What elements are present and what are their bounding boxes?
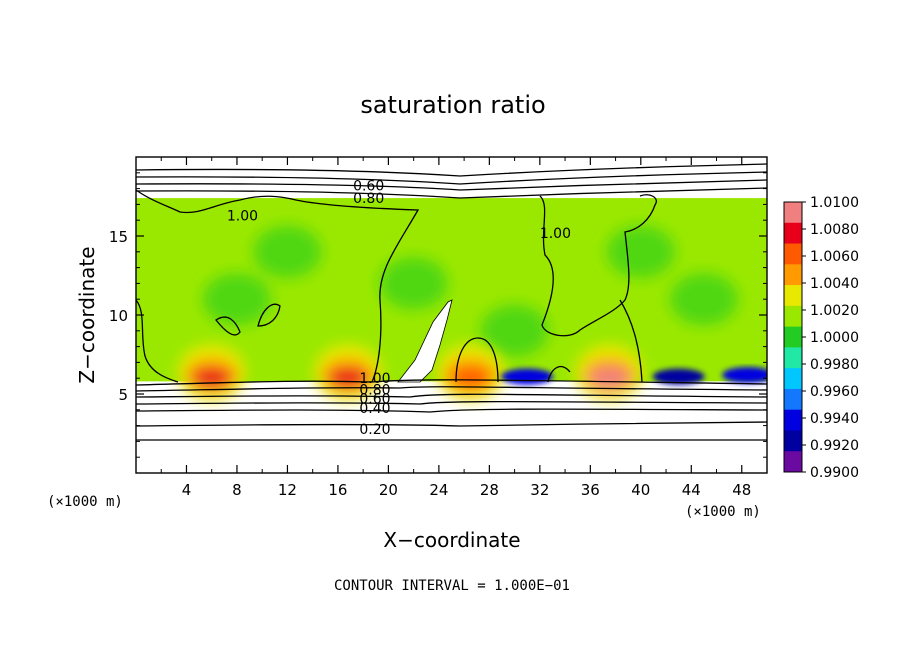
- x-axis-label: X−coordinate: [383, 528, 520, 552]
- contour-label-3: 1.00: [540, 226, 571, 242]
- y-axis-label: Z−coordinate: [75, 246, 99, 383]
- x-tick-label-1: 8: [232, 481, 242, 499]
- colorbar-swatch-3: [784, 264, 802, 286]
- contour-1-00-lower-left: [136, 299, 179, 383]
- cold-spot-0: [501, 368, 554, 385]
- hot-spots: [177, 344, 644, 401]
- y-tick-label-2: 15: [109, 228, 128, 246]
- colorbar-swatch-8: [784, 368, 802, 390]
- contour-1-00-island: [215, 316, 241, 336]
- x-unit-label: (×1000 m): [685, 504, 761, 520]
- colorbar-tick-label-8: 0.9940: [810, 411, 859, 427]
- contour-1-00-small: [257, 303, 281, 327]
- contour-label-4: 1.00: [359, 371, 390, 387]
- y-unit-label: (×1000 m): [47, 494, 123, 510]
- cloud-variations: [202, 225, 738, 357]
- colorbar-tick-label-10: 0.9900: [810, 465, 859, 481]
- cloud-variation-3: [669, 273, 738, 326]
- x-tick-label-9: 40: [631, 481, 650, 499]
- cloud-variation-2: [480, 304, 549, 357]
- colorbar-swatch-12: [784, 451, 802, 473]
- x-tick-label-7: 32: [530, 481, 549, 499]
- x-tick-label-4: 20: [379, 481, 398, 499]
- contour-1-00-right-lower: [547, 366, 571, 383]
- colorbar-tick-label-1: 1.0080: [810, 222, 859, 238]
- hot-spot-core: [589, 368, 630, 389]
- contour-label-2: 1.00: [227, 208, 258, 224]
- colorbar-swatch-0: [784, 202, 802, 224]
- chart-title: saturation ratio: [360, 91, 545, 119]
- x-tick-label-5: 24: [429, 481, 448, 499]
- colorbar-swatch-4: [784, 285, 802, 307]
- cold-spot-1: [652, 368, 705, 385]
- x-tick-label-10: 44: [682, 481, 701, 499]
- colorbar-swatch-2: [784, 243, 802, 265]
- contour-interval-label: CONTOUR INTERVAL = 1.000E−01: [334, 578, 570, 594]
- x-tick-label-2: 12: [278, 481, 297, 499]
- hot-spot-1: [314, 344, 383, 401]
- colorbar: 1.0100 1.0080 1.0060 1.0040 1.0020 1.0000 0.99…: [783, 195, 859, 481]
- cold-spot-2: [722, 367, 767, 384]
- colorbar-tick-label-7: 0.9960: [810, 384, 859, 400]
- colorbar-tick-label-4: 1.0020: [810, 303, 859, 319]
- colorbar-tick-label-2: 1.0060: [810, 249, 859, 265]
- contour-labels: 0.600.801.001.001.000.800.600.400.20: [227, 178, 571, 437]
- cloud-variation-5: [606, 225, 675, 278]
- plot-area: 0.600.801.001.001.000.800.600.400.20: [136, 157, 767, 473]
- colorbar-tick-label-6: 0.9980: [810, 357, 859, 373]
- colorbar-swatch-5: [784, 305, 802, 328]
- x-tick-label-0: 4: [182, 481, 192, 499]
- colorbar-tick-label-3: 1.0040: [810, 276, 859, 292]
- cloud-layer: [136, 198, 767, 382]
- colorbar-swatch-10: [784, 409, 802, 431]
- hot-spot-3: [575, 344, 644, 401]
- contour-1-00-left: [136, 189, 420, 383]
- contour-1-00-hump1: [455, 337, 499, 383]
- cloud-variation-4: [253, 225, 322, 278]
- colorbar-tick-label-9: 0.9920: [810, 438, 859, 454]
- colorbar-swatch-7: [784, 347, 802, 369]
- contour-label-1: 0.80: [353, 191, 384, 207]
- colorbar-tick-label-5: 1.0000: [810, 330, 859, 346]
- colorbar-swatch-6: [784, 326, 802, 348]
- colorbar-swatch-9: [784, 388, 802, 411]
- x-tick-label-11: 48: [732, 481, 751, 499]
- contour-1-00-right: [539, 194, 657, 337]
- plume-artifact: [397, 299, 453, 383]
- contour-lines: [136, 189, 657, 383]
- contour-label-7: 0.40: [359, 401, 390, 417]
- colorbar-tick-label-0: 1.0100: [810, 195, 859, 211]
- y-tick-label-1: 10: [109, 307, 128, 325]
- hot-spot-core: [191, 368, 232, 389]
- y-tick-label-0: 5: [118, 386, 128, 404]
- x-tick-label-6: 28: [480, 481, 499, 499]
- contour-1-00-right-hump: [619, 299, 643, 383]
- x-tick-label-3: 16: [328, 481, 347, 499]
- hot-spot-core: [328, 368, 369, 389]
- colorbar-swatch-11: [784, 430, 802, 452]
- cloud-variation-1: [379, 257, 448, 310]
- contour-label-8: 0.20: [359, 422, 390, 438]
- hot-spot-0: [177, 344, 246, 401]
- hot-spot-core: [450, 368, 491, 389]
- contour-label-6: 0.60: [359, 392, 390, 408]
- x-tick-label-8: 36: [581, 481, 600, 499]
- colorbar-swatch-1: [784, 222, 802, 245]
- cloud-variation-0: [202, 273, 271, 326]
- contour-label-0: 0.60: [353, 178, 384, 194]
- contour-label-5: 0.80: [359, 382, 390, 398]
- stratified-contours: [136, 163, 767, 441]
